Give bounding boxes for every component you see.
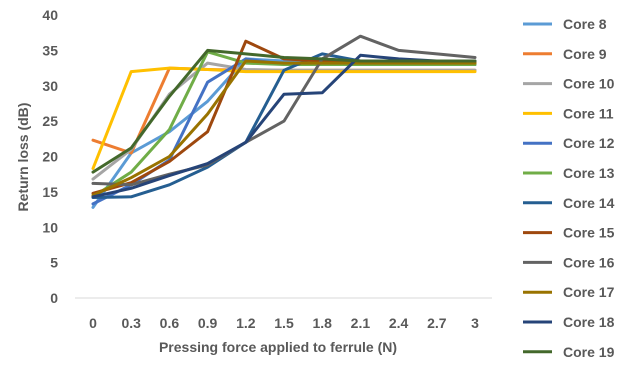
legend-item: Core 13 [523, 165, 615, 181]
series-line-core-18 [91, 53, 477, 199]
y-tick-label: 40 [42, 7, 58, 23]
legend-label: Core 13 [563, 165, 615, 181]
x-tick-label: 3 [471, 315, 479, 331]
legend-label: Core 12 [563, 135, 615, 151]
x-tick-label: 2.1 [351, 315, 371, 331]
legend-item: Core 12 [523, 135, 615, 151]
y-tick-label: 15 [42, 184, 58, 200]
x-tick-label: 1.8 [312, 315, 332, 331]
series-lines [91, 34, 477, 209]
x-tick-label: 2.4 [389, 315, 409, 331]
x-tick-label: 1.5 [274, 315, 294, 331]
legend-label: Core 18 [563, 314, 615, 330]
legend-item: Core 14 [523, 195, 615, 211]
legend-label: Core 14 [563, 195, 615, 211]
y-tick-label: 10 [42, 219, 58, 235]
y-tick-label: 25 [42, 113, 58, 129]
legend-item: Core 8 [523, 16, 607, 32]
x-axis-ticks: 0 0.3 0.6 0.9 1.2 1.5 1.8 2.1 2.4 2.7 3 [89, 315, 479, 331]
legend-item: Core 16 [523, 254, 615, 270]
legend-item: Core 17 [523, 284, 615, 300]
series-line-core-8 [91, 57, 477, 209]
y-tick-label: 5 [50, 255, 58, 271]
y-tick-label: 0 [50, 290, 58, 306]
legend-item: Core 15 [523, 225, 615, 241]
series-line-core-14 [91, 52, 477, 199]
y-tick-label: 30 [42, 78, 58, 94]
y-tick-label: 35 [42, 42, 58, 58]
legend-label: Core 15 [563, 225, 615, 241]
legend-label: Core 11 [563, 105, 614, 121]
x-tick-label: 1.2 [236, 315, 256, 331]
legend-label: Core 10 [563, 76, 615, 92]
x-tick-label: 0.6 [160, 315, 180, 331]
legend-item: Core 9 [523, 46, 607, 62]
legend-item: Core 11 [523, 105, 614, 121]
series-line-core-16 [91, 34, 477, 187]
legend-item: Core 18 [523, 314, 615, 330]
y-tick-label: 20 [42, 149, 58, 165]
legend-item: Core 10 [523, 76, 615, 92]
x-tick-label: 0 [89, 315, 97, 331]
series-line-core-9 [91, 66, 477, 155]
legend-label: Core 16 [563, 254, 615, 270]
y-axis-title: Return loss (dB) [15, 103, 31, 212]
x-tick-label: 0.3 [121, 315, 141, 331]
x-tick-label: 0.9 [198, 315, 218, 331]
legend-item: Core 19 [523, 344, 615, 360]
x-axis-title: Pressing force applied to ferrule (N) [159, 339, 397, 355]
x-tick-label: 2.7 [427, 315, 447, 331]
series-line-core-17 [91, 59, 477, 197]
series-line-core-19 [91, 48, 477, 174]
legend-label: Core 8 [563, 16, 607, 32]
legend: Core 8 Core 9 Core 10 Core 11 Core 12 Core 13… [523, 16, 615, 360]
legend-label: Core 17 [563, 284, 615, 300]
legend-label: Core 19 [563, 344, 615, 360]
y-axis-ticks: 0 5 10 15 20 25 30 35 40 [42, 7, 58, 306]
legend-label: Core 9 [563, 46, 607, 62]
